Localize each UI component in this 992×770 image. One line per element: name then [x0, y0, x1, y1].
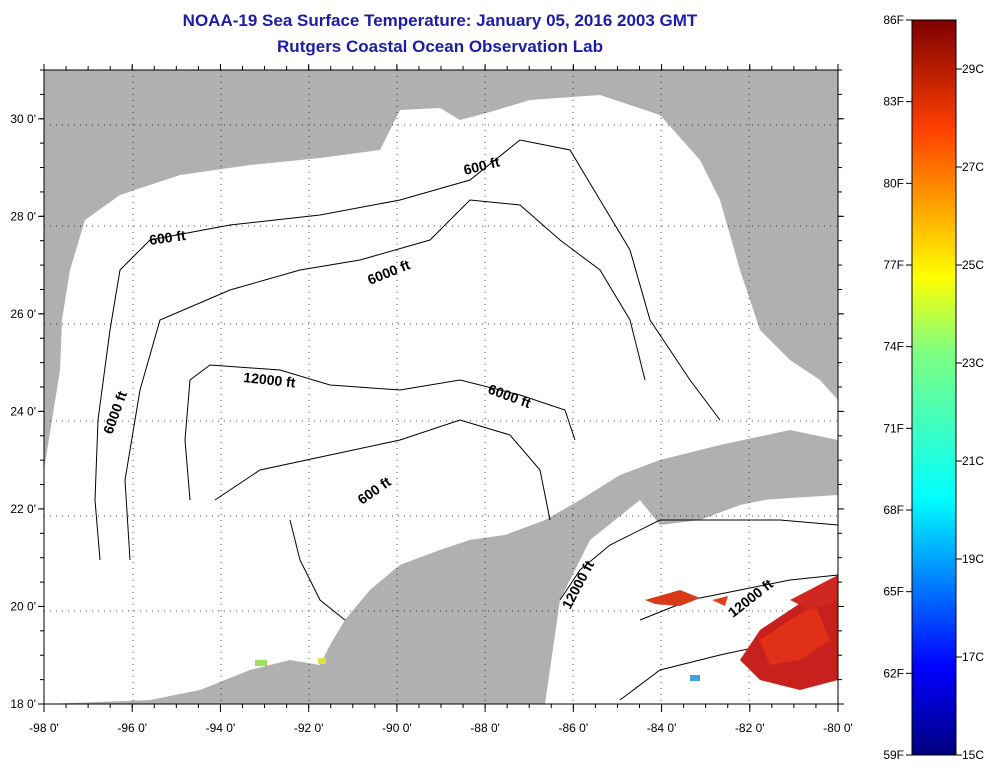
- sst-data-patches: [255, 575, 838, 690]
- colorbar-label-f: 59F: [883, 748, 904, 762]
- colorbar-label-f: 80F: [883, 176, 904, 190]
- x-tick-label: -82 0': [735, 721, 765, 735]
- colorbar-label-f: 83F: [883, 95, 904, 109]
- y-tick-label: 24 0': [10, 404, 36, 418]
- colorbar-label-c: 21C: [962, 454, 984, 468]
- x-tick-label: -98 0': [29, 721, 59, 735]
- gulf-water: [44, 95, 838, 704]
- colorbar-label-f: 71F: [883, 421, 904, 435]
- colorbar-label-f: 62F: [883, 666, 904, 680]
- contour-label: 600 ft: [148, 227, 187, 248]
- colorbar-label-f: 68F: [883, 503, 904, 517]
- x-tick-label: -88 0': [470, 721, 500, 735]
- map-area: [44, 70, 838, 704]
- colorbar-label-c: 17C: [962, 650, 984, 664]
- map-title: NOAA-19 Sea Surface Temperature: January…: [182, 11, 698, 30]
- colorbar-label-f: 77F: [883, 258, 904, 272]
- colorbar-label-c: 27C: [962, 160, 984, 174]
- x-tick-label: -90 0': [382, 721, 412, 735]
- contour-label: 12000 ft: [243, 369, 297, 390]
- x-tick-label: -94 0': [206, 721, 236, 735]
- y-axis: 18 0' 20 0' 22 0' 24 0' 26 0' 28 0' 30 0': [10, 69, 844, 711]
- x-tick-label: -92 0': [294, 721, 324, 735]
- y-tick-label: 18 0': [10, 697, 36, 711]
- yucatan-land: [330, 535, 545, 704]
- x-tick-label: -84 0': [647, 721, 677, 735]
- cuba-land: [640, 455, 838, 525]
- x-axis: -98 0' -96 0' -94 0' -92 0' -90 0' -88 0' -86 …: [29, 64, 853, 735]
- y-tick-label: 28 0': [10, 209, 36, 223]
- colorbar-label-c: 23C: [962, 356, 984, 370]
- y-tick-label: 20 0': [10, 599, 36, 613]
- x-tick-label: -80 0': [823, 721, 853, 735]
- colorbar-label-f: 86F: [883, 13, 904, 27]
- x-tick-label: -86 0': [559, 721, 589, 735]
- colorbar-label-f: 74F: [883, 340, 904, 354]
- florida-land: [700, 75, 838, 380]
- colorbar-label-c: 19C: [962, 552, 984, 566]
- y-tick-label: 26 0': [10, 307, 36, 321]
- y-tick-label: 22 0': [10, 502, 36, 516]
- colorbar-label-c: 25C: [962, 258, 984, 272]
- graticule: [44, 70, 838, 704]
- map-subtitle: Rutgers Coastal Ocean Observation Lab: [277, 37, 603, 56]
- colorbar-label-f: 65F: [883, 585, 904, 599]
- colorbar: [911, 19, 957, 756]
- colorbar-label-c: 29C: [962, 62, 984, 76]
- colorbar-fahrenheit-labels: 86F 83F 80F 77F 74F 71F 68F 65F 62F 59F: [883, 13, 912, 762]
- x-tick-label: -96 0': [117, 721, 147, 735]
- y-tick-label: 30 0': [10, 112, 36, 126]
- colorbar-celsius-labels: 29C 27C 25C 23C 21C 19C 17C 15C: [956, 62, 984, 762]
- colorbar-label-c: 15C: [962, 748, 984, 762]
